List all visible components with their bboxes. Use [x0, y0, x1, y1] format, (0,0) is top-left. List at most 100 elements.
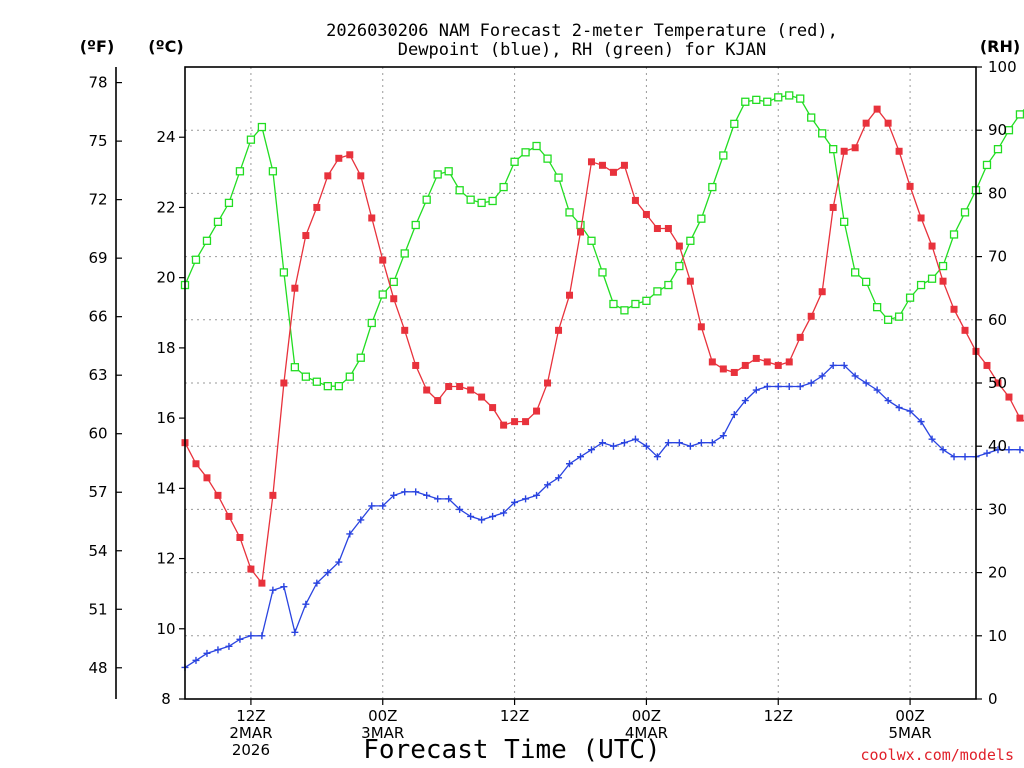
fahrenheit-tick-label: 57: [88, 483, 107, 501]
x-tick-label: 12Z: [500, 707, 529, 725]
temperature-point: [291, 284, 299, 292]
x-tick-label: 2MAR: [229, 724, 272, 742]
temperature-point: [390, 295, 398, 303]
rh-point: [356, 353, 365, 362]
temperature-point: [917, 214, 925, 222]
dewpoint-point: [412, 488, 420, 496]
temperature-point: [489, 404, 497, 412]
dewpoint-point: [598, 439, 606, 447]
dewpoint-point: [566, 460, 574, 468]
dewpoint-point: [818, 372, 826, 380]
temperature-point: [1005, 393, 1013, 401]
rh-point: [587, 236, 596, 245]
x-tick-label: 00Z: [632, 707, 661, 725]
dewpoint-point: [609, 442, 617, 450]
dewpoint-point: [719, 432, 727, 440]
temperature-point: [269, 491, 277, 499]
rh-tick-label: 80: [988, 184, 1007, 202]
rh-point: [202, 236, 212, 245]
temperature-point: [598, 161, 606, 169]
temperature-point: [302, 232, 310, 240]
rh-point: [466, 195, 475, 204]
rh-point: [818, 129, 827, 138]
dewpoint-point: [840, 361, 848, 369]
fahrenheit-tick-label: 78: [88, 74, 107, 92]
rh-point: [301, 372, 310, 381]
rh-point: [378, 290, 387, 299]
rh-point: [927, 274, 937, 283]
rh-point: [312, 377, 321, 386]
temperature-point: [533, 407, 541, 415]
rh-tick-label: 50: [988, 374, 1007, 392]
rh-point: [444, 167, 453, 176]
temperature-point: [368, 214, 376, 222]
dewpoint-point: [489, 512, 497, 520]
dewpoint-point: [555, 474, 563, 482]
rh-point: [1015, 110, 1024, 119]
temperature-point: [467, 386, 475, 394]
fahrenheit-tick-label: 48: [88, 659, 107, 677]
temperature-point: [522, 418, 530, 426]
dewpoint-point: [401, 488, 409, 496]
rh-point: [960, 208, 970, 217]
dewpoint-point: [434, 495, 442, 503]
celsius-tick-label: 20: [156, 269, 175, 287]
credit-text: coolwx.com/models: [860, 746, 1014, 764]
dewpoint-point: [511, 498, 519, 506]
rh-point: [510, 157, 519, 166]
rh-point: [433, 170, 442, 179]
temperature-point: [335, 154, 343, 162]
dewpoint-point: [653, 453, 661, 461]
rh-point: [400, 249, 409, 258]
dewpoint-point: [829, 361, 837, 369]
dewpoint-point: [620, 439, 628, 447]
temperature-point: [500, 421, 508, 429]
fahrenheit-tick-label: 69: [88, 249, 107, 267]
dewpoint-point: [390, 491, 398, 499]
dewpoint-point: [379, 502, 387, 510]
rh-point: [883, 315, 893, 324]
dewpoint-point: [686, 442, 694, 450]
dewpoint-point: [895, 404, 903, 412]
temperature-point: [445, 383, 453, 391]
rh-point: [708, 182, 717, 192]
rh-point: [851, 268, 860, 277]
x-tick-label: 4MAR: [625, 724, 668, 742]
rh-axis: 0 10 20 30 40 50 60 70 80 90 100: [976, 58, 1017, 708]
rh-point: [279, 268, 289, 277]
rh-tick-label: 0: [988, 690, 998, 708]
x-tick-label: 2026: [232, 741, 270, 759]
dewpoint-point: [280, 583, 288, 591]
title-line-2: Dewpoint (blue), RH (green) for KJAN: [398, 40, 766, 60]
temperature-point: [840, 147, 848, 155]
temperature-point: [708, 358, 716, 366]
dewpoint-point: [928, 435, 936, 443]
dewpoint-point: [697, 439, 705, 447]
dewpoint-point: [544, 481, 552, 489]
dewpoint-point: [939, 446, 947, 454]
series-layer: [180, 91, 1024, 671]
temperature-point: [851, 144, 859, 152]
dewpoint-point: [1016, 446, 1024, 454]
rh-point: [938, 261, 948, 271]
temperature-point: [675, 242, 683, 250]
dewpoint-point: [774, 383, 782, 391]
rh-tick-label: 10: [988, 627, 1007, 645]
rh-tick-label: 40: [988, 437, 1007, 455]
temperature-point: [961, 326, 969, 334]
temperature-point: [577, 228, 584, 236]
temperature-point: [642, 210, 650, 218]
rh-series: [180, 91, 1024, 391]
rh-point: [268, 167, 278, 176]
temperature-point: [412, 361, 420, 369]
dewpoint-point: [423, 491, 431, 499]
temperature-point: [631, 196, 639, 204]
temperature-point: [225, 512, 233, 520]
celsius-tick-label: 16: [156, 409, 175, 427]
rh-point: [224, 198, 234, 208]
rh-point: [730, 119, 739, 129]
rh-point: [993, 145, 1003, 154]
rh-point: [543, 154, 552, 163]
rh-point: [949, 230, 959, 239]
dewpoint-point: [247, 632, 255, 640]
